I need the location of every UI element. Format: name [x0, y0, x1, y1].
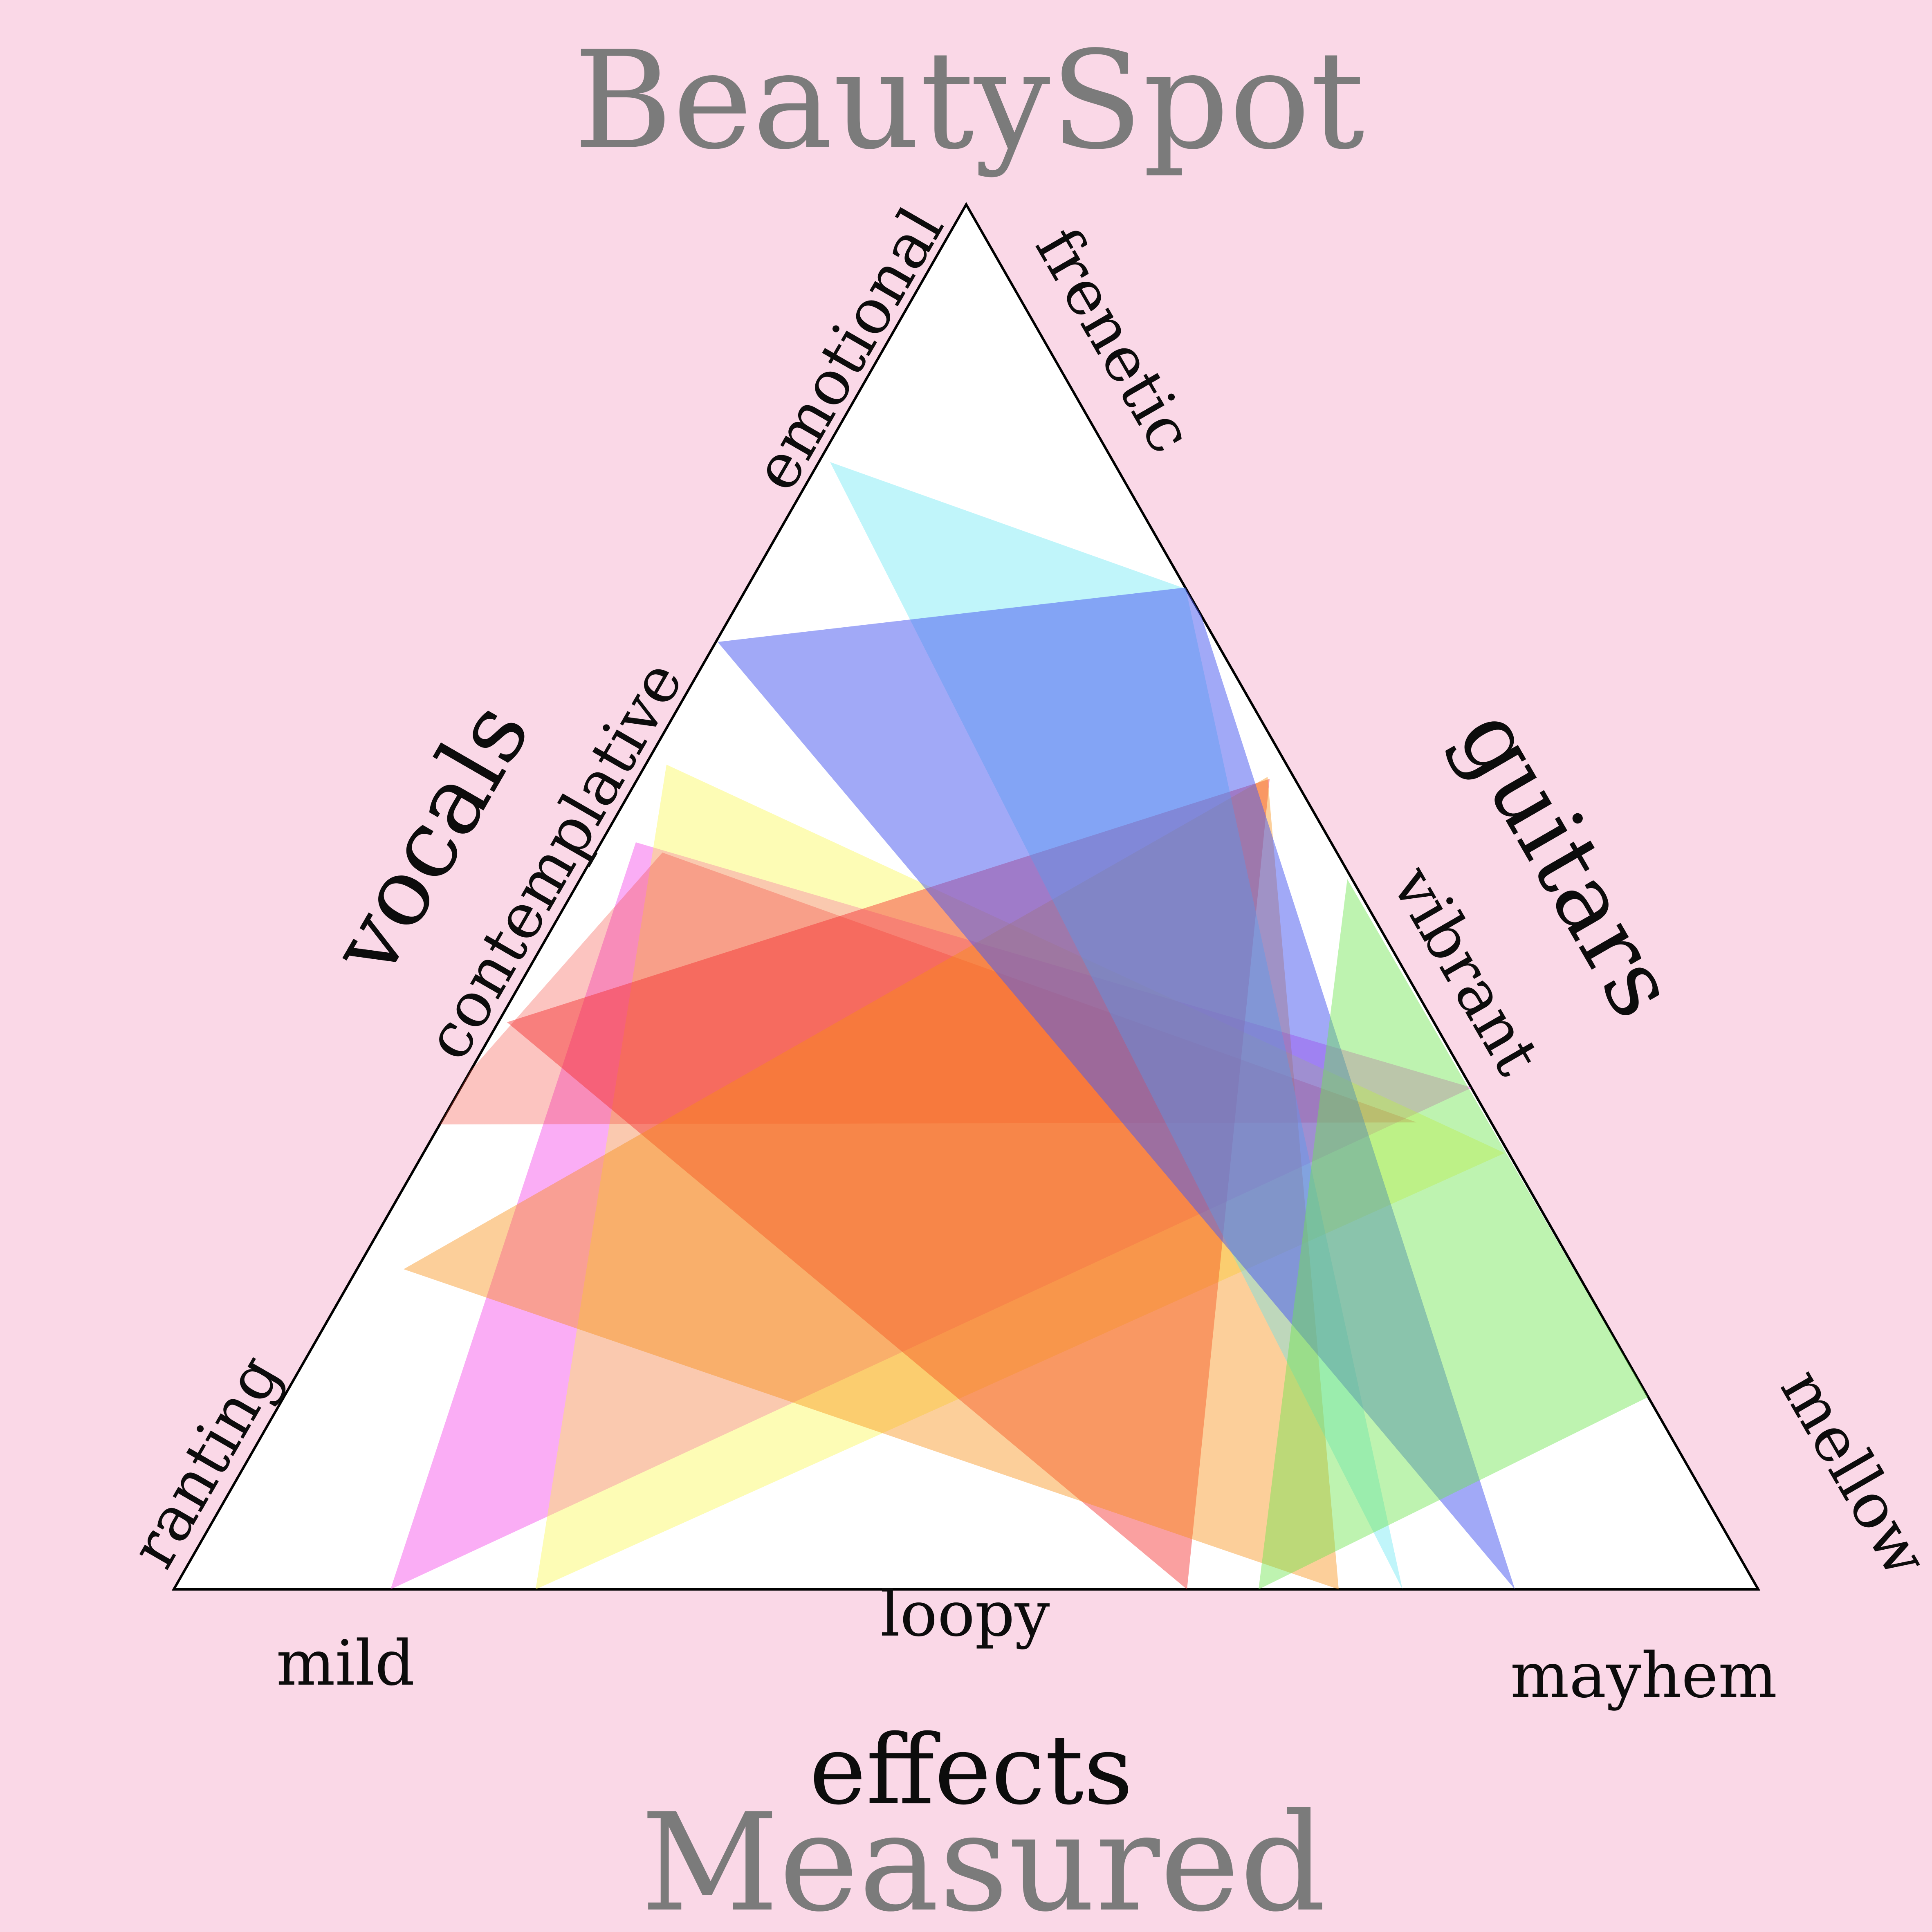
label-loopy: loopy [880, 1578, 1050, 1650]
triangle-blue [718, 587, 1515, 1589]
label-mellow: mellow [1767, 1357, 1932, 1589]
data-triangles-group [390, 462, 1648, 1589]
triangle-yellow [536, 765, 1505, 1589]
label-mild: mild [276, 1627, 415, 1699]
axis-bottom-name: effects [809, 1714, 1133, 1826]
page-subtitle: Measured [641, 1784, 1326, 1932]
label-mayhem: mayhem [1510, 1639, 1777, 1712]
page-title: BeautySpot [574, 22, 1365, 179]
triangle-green [1259, 879, 1648, 1589]
